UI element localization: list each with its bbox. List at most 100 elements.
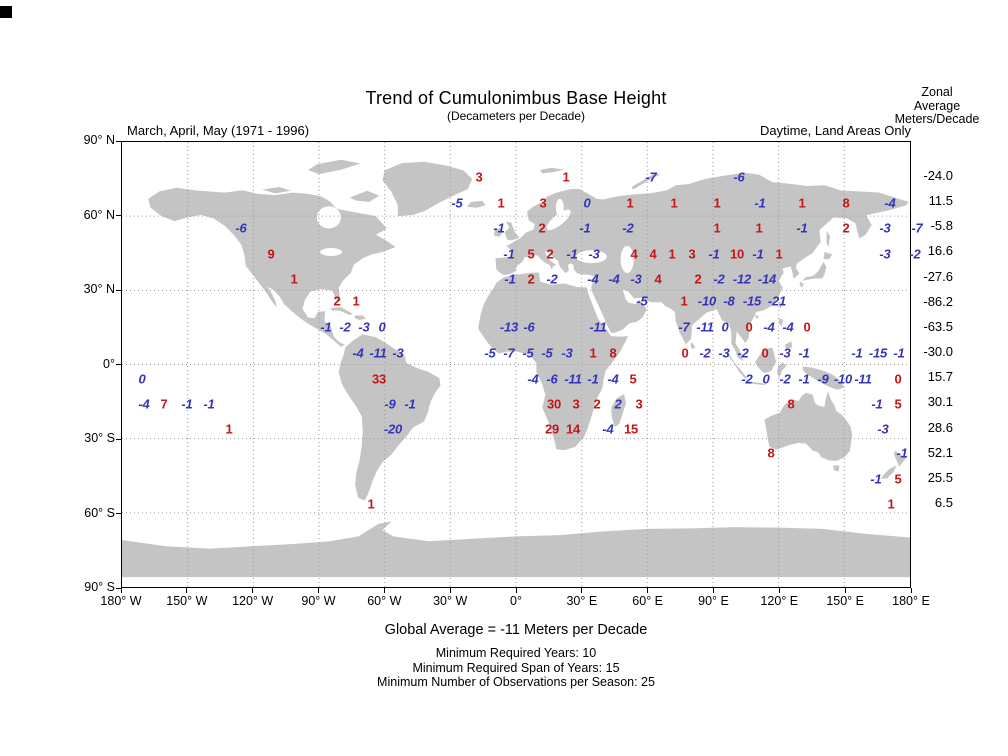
axis-tick <box>116 513 121 514</box>
map-value: -4 <box>884 195 896 211</box>
map-value: 2 <box>842 220 850 236</box>
lon-tick-label: 0° <box>510 594 522 608</box>
landmass-japan-honshu <box>802 261 827 281</box>
landmass-sakhalin <box>826 231 831 248</box>
lon-tick-label: 90° E <box>698 594 729 608</box>
map-value: -4 <box>782 319 794 335</box>
map-value: -3 <box>358 319 370 335</box>
landmass-japan-hokkaido <box>823 252 833 260</box>
corner-artifact <box>0 6 12 18</box>
map-values-layer: 3 1 -7 -6 -5 1 3 0 1 1 1 -1 1 8 -4 -6 -1 2 -1 -2 1 1 -1 2 -3 -7 9-… <box>122 142 922 587</box>
map-value: 1 <box>290 271 298 287</box>
map-value: -1 <box>851 345 863 361</box>
axis-tick <box>318 588 319 593</box>
scope-caption: Daytime, Land Areas Only <box>759 123 911 138</box>
zonal-average-column: -24.0 11.5 -5.8 16.6 -27.6 -86.2 -63.5 -30.0 15.… <box>875 0 953 756</box>
map-value: -4 <box>352 345 364 361</box>
landmass-uk <box>504 221 520 241</box>
zonal-average-value: 28.6 <box>927 419 953 435</box>
chart-subtitle: (Decameters per Decade) <box>446 109 586 123</box>
map-value: 3 <box>635 396 643 412</box>
zonal-average-value: 30.1 <box>927 394 953 410</box>
landmass-sumatra <box>724 350 749 380</box>
map-value: 0 <box>745 319 753 335</box>
map-value: -1 <box>504 271 516 287</box>
zonal-average-value: -24.0 <box>923 168 953 183</box>
map-value: 1 <box>775 246 783 262</box>
map-value: 0 <box>138 371 146 387</box>
zonal-average-value: 15.7 <box>927 369 953 385</box>
map-value: -1 <box>752 246 764 262</box>
zonal-average-value: 6.5 <box>934 495 953 510</box>
axis-tick <box>383 588 385 593</box>
map-value: -10 <box>697 293 717 309</box>
landmass-luzon <box>778 318 784 327</box>
lon-tick-label: 120° W <box>232 594 274 608</box>
landmass-new-guinea <box>802 366 845 390</box>
map-value: -2 <box>779 371 791 387</box>
landmass-sulawesi <box>777 362 787 379</box>
map-value: -2 <box>546 271 558 287</box>
map-value: -3 <box>877 421 889 437</box>
axis-tick <box>910 588 912 593</box>
map-value: -4 <box>138 396 150 412</box>
landmass-baffin <box>349 190 380 202</box>
map-value: 14 <box>565 421 581 437</box>
map-value: 4 <box>630 246 638 262</box>
global-average-text: Global Average = -11 Meters per Decade <box>384 622 648 638</box>
map-value: 0 <box>681 345 689 361</box>
map-value: 33 <box>371 371 387 387</box>
map-value: -1 <box>320 319 332 335</box>
map-value: -3 <box>561 345 573 361</box>
baltic-sea <box>546 209 571 231</box>
zonal-average-value: -86.2 <box>923 293 953 309</box>
map-value: -1 <box>896 445 908 461</box>
map-value: 2 <box>546 246 554 262</box>
landmass-new-zealand-south <box>880 465 897 479</box>
map-value: -11 <box>589 319 607 335</box>
map-value: -1 <box>503 246 515 262</box>
map-value: 1 <box>670 195 678 211</box>
chart-title: Trend of Cumulonimbus Base Height <box>365 88 667 108</box>
axis-tick <box>116 215 121 216</box>
map-value: -1 <box>579 220 591 236</box>
landmass-sri-lanka <box>690 341 696 350</box>
lat-tick-label: 30° N <box>83 282 115 296</box>
map-value: 0 <box>803 319 811 335</box>
map-value: -9 <box>817 371 829 387</box>
map-value: -4 <box>608 271 620 287</box>
landmass-hispaniola <box>354 315 367 320</box>
map-value: -7 <box>503 345 515 361</box>
axis-tick <box>116 140 121 142</box>
map-value: -4 <box>607 371 619 387</box>
map-value: 8 <box>842 195 850 211</box>
lat-tick-label: 30° S <box>84 431 115 445</box>
map-value: -6 <box>546 371 558 387</box>
map-value: 2 <box>538 220 546 236</box>
footnote-line: Minimum Required Years: 10 <box>435 646 597 660</box>
map-value: -14 <box>757 271 777 287</box>
axis-tick <box>515 588 517 593</box>
map-value: 5 <box>629 371 637 387</box>
map-value: 1 <box>755 220 763 236</box>
zonal-average-value: -27.6 <box>923 268 953 284</box>
map-value: -5 <box>484 345 496 361</box>
map-value: 8 <box>609 345 617 361</box>
map-value: -3 <box>879 220 891 236</box>
map-value: -4 <box>587 271 599 287</box>
map-value: 5 <box>894 471 902 487</box>
zonal-header-line2: Average <box>913 98 961 113</box>
landmass-taiwan <box>779 302 783 310</box>
map-value: -3 <box>779 345 791 361</box>
map-value: -2 <box>737 345 749 361</box>
map-value: 1 <box>225 421 233 437</box>
map-value: -1 <box>754 195 766 211</box>
map-value: -21 <box>767 293 787 309</box>
lat-tick-label: 60° N <box>83 207 115 222</box>
map-value: -3 <box>718 345 730 361</box>
map-value: -1 <box>587 371 599 387</box>
footnotes: Minimum Required Years: 10 Minimum Requir… <box>121 646 911 690</box>
map-value: 2 <box>333 293 341 309</box>
lon-tick-label: 30° E <box>566 594 598 608</box>
map-value: 1 <box>680 293 688 309</box>
